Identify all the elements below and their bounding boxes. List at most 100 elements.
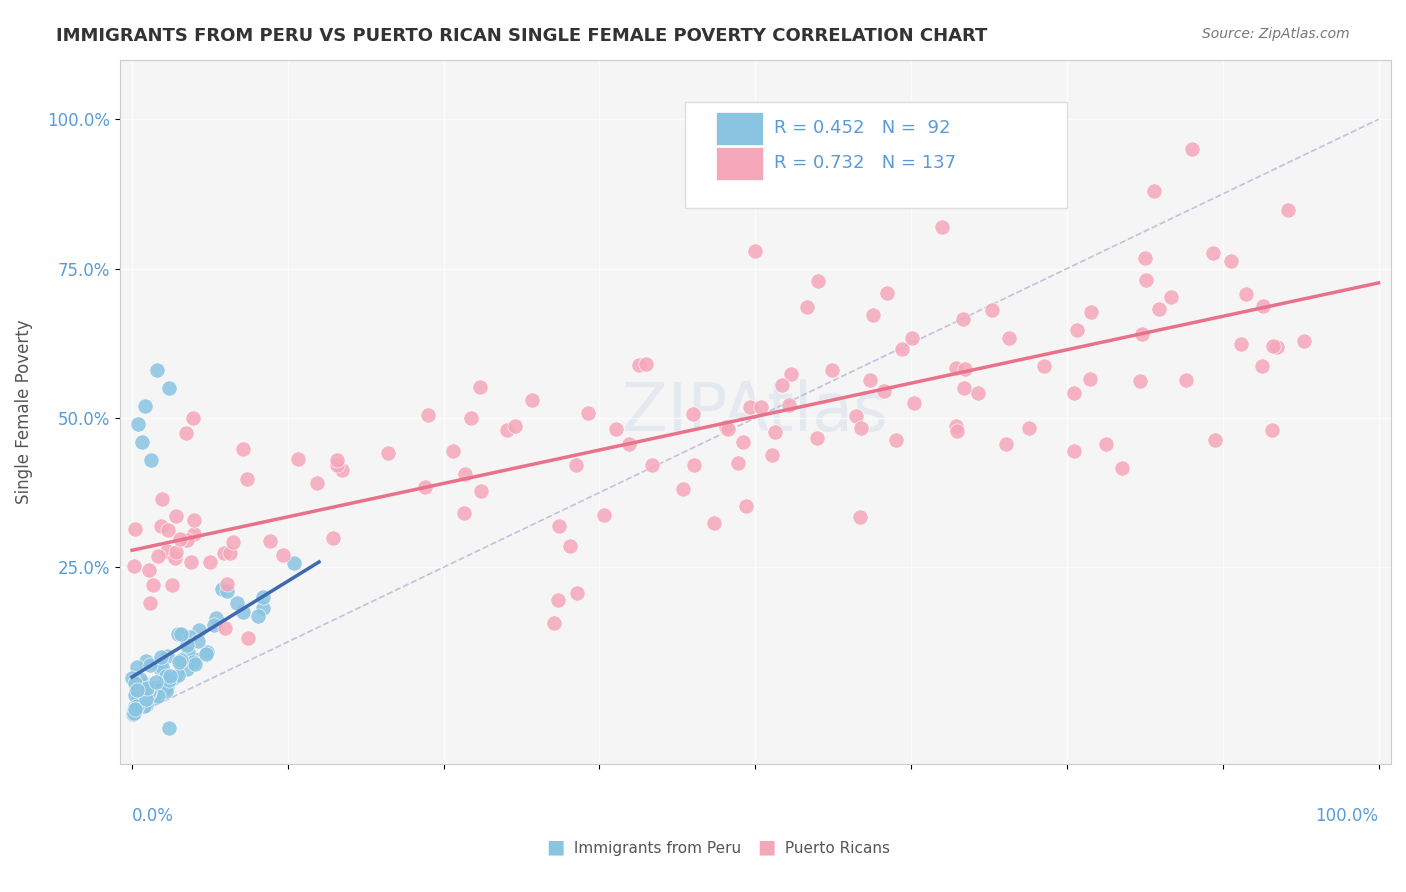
Point (1066, 323, 1088, 337)
Point (761, 448, 783, 462)
Point (139, 452, 162, 467)
Point (121, 704, 143, 718)
Point (873, 384, 896, 398)
Point (181, 411, 204, 425)
Text: Puerto Ricans: Puerto Ricans (780, 841, 890, 856)
Point (215, 577, 238, 591)
Point (156, 648, 179, 663)
Text: R = 0.452   N =  92: R = 0.452 N = 92 (775, 119, 950, 137)
Point (124, 675, 146, 690)
Point (122, 702, 145, 716)
Point (460, 411, 482, 425)
Point (135, 698, 157, 712)
Point (418, 408, 440, 422)
Point (1250, 359, 1272, 373)
Point (127, 417, 149, 431)
Point (232, 442, 254, 457)
Point (717, 421, 740, 435)
Point (124, 702, 146, 716)
Point (138, 689, 160, 703)
Point (259, 533, 281, 548)
Point (142, 578, 165, 592)
Point (214, 621, 236, 635)
Point (226, 596, 249, 610)
Point (122, 706, 145, 720)
Text: ZIPAtlas: ZIPAtlas (623, 379, 889, 445)
Point (179, 631, 201, 645)
Point (271, 548, 294, 562)
Point (576, 406, 599, 420)
Point (214, 546, 236, 560)
Point (211, 582, 233, 596)
Point (176, 533, 198, 547)
Point (994, 112, 1017, 127)
Point (146, 549, 169, 563)
Point (138, 685, 160, 699)
Point (167, 655, 190, 669)
Point (744, 244, 766, 258)
Point (149, 681, 172, 695)
Point (543, 615, 565, 630)
Point (165, 670, 187, 684)
Point (778, 398, 800, 412)
FancyBboxPatch shape (685, 102, 1067, 208)
Point (128, 686, 150, 700)
Point (129, 696, 152, 710)
Point (174, 426, 197, 441)
Point (634, 358, 657, 372)
Point (441, 444, 464, 458)
Point (146, 363, 169, 377)
Point (931, 219, 953, 234)
Point (195, 647, 218, 661)
Point (135, 654, 157, 668)
Point (138, 563, 160, 577)
Point (901, 331, 924, 345)
Point (890, 342, 912, 356)
Point (1063, 385, 1085, 400)
Point (134, 682, 156, 697)
Y-axis label: Single Female Poverty: Single Female Poverty (15, 319, 32, 504)
Point (453, 467, 475, 481)
Point (453, 506, 475, 520)
Point (1180, 142, 1202, 156)
Point (1080, 372, 1102, 386)
Point (142, 681, 165, 695)
Point (628, 358, 651, 372)
Point (134, 399, 156, 413)
Point (780, 367, 803, 381)
Point (157, 523, 180, 537)
Point (232, 605, 254, 619)
Point (125, 702, 148, 716)
FancyBboxPatch shape (716, 112, 763, 145)
Point (222, 535, 245, 549)
Point (162, 578, 184, 592)
Point (128, 684, 150, 698)
Point (886, 433, 908, 447)
Point (124, 688, 146, 702)
Point (202, 618, 225, 632)
Point (124, 699, 146, 714)
Point (862, 308, 884, 322)
Point (330, 462, 353, 476)
Point (165, 509, 187, 524)
Point (155, 683, 177, 698)
Point (547, 593, 569, 607)
Point (127, 686, 149, 700)
Point (156, 544, 179, 558)
Point (131, 434, 153, 449)
Text: ■: ■ (546, 838, 565, 856)
Point (1234, 287, 1257, 301)
Point (953, 381, 976, 395)
Point (145, 675, 167, 690)
Point (176, 638, 198, 652)
Point (218, 546, 240, 560)
Point (903, 396, 925, 410)
Point (763, 425, 786, 439)
Point (1220, 253, 1243, 268)
Point (470, 484, 492, 499)
Point (129, 672, 152, 686)
Point (326, 458, 349, 472)
Point (159, 669, 181, 683)
Point (1133, 252, 1156, 266)
Point (1129, 374, 1152, 388)
